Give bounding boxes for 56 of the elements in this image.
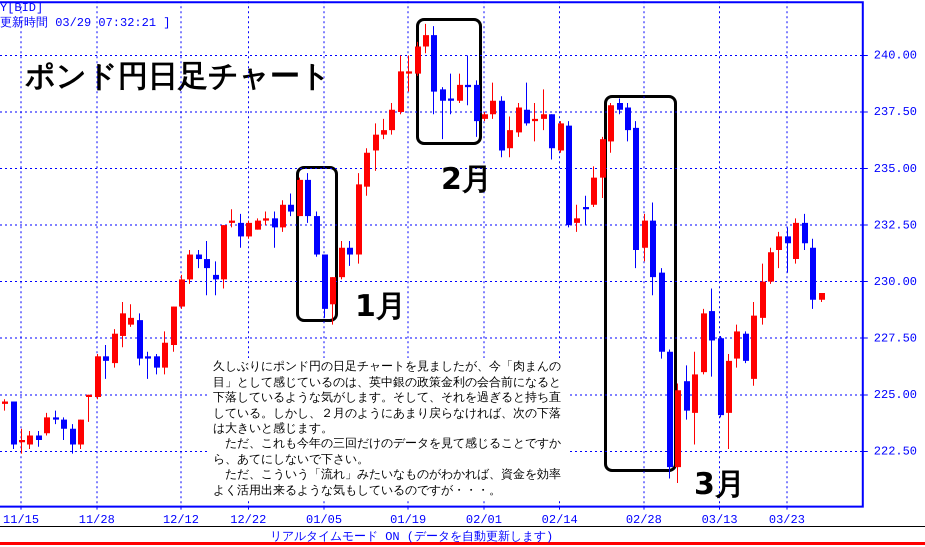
annotation: Y[BID] <box>0 1 44 15</box>
y-tick-label: 235.00 <box>874 162 918 176</box>
candlestick <box>507 116 513 158</box>
x-tick-label: 11/28 <box>78 512 115 527</box>
candlestick <box>280 200 286 232</box>
candlestick <box>776 231 782 269</box>
candlestick <box>36 430 42 448</box>
candlestick <box>389 102 395 136</box>
candlestick <box>196 250 202 269</box>
candlestick <box>44 412 50 436</box>
candlestick <box>120 302 126 348</box>
x-tick-label: 02/14 <box>542 512 578 527</box>
y-tick-label: 237.50 <box>874 105 918 120</box>
candlestick <box>457 73 463 104</box>
candlestick <box>347 240 353 266</box>
candlestick <box>482 112 488 122</box>
candlestick <box>154 354 160 375</box>
x-tick-label: 03/23 <box>768 512 805 527</box>
y-tick-label: 222.50 <box>874 444 918 458</box>
candlestick <box>490 82 496 120</box>
candlestick <box>103 344 109 380</box>
x-tick-label: 02/01 <box>466 512 502 527</box>
annotation: 3月 <box>694 466 745 504</box>
y-tick-label: 240.00 <box>874 48 918 63</box>
annotation: 1月 <box>355 288 406 326</box>
x-tick-label: 12/12 <box>162 512 199 527</box>
candlestick <box>246 220 252 240</box>
candlestick <box>61 416 67 441</box>
candlestick <box>19 428 25 454</box>
annotation: ただ、これも今年の三回だけのデータを見て感じることですから、あてにしないで下さい。 <box>210 435 568 468</box>
candlestick <box>381 118 387 140</box>
y-tick-label: 227.50 <box>874 331 918 346</box>
annotation: ただ、こういう「流れ」みたいなものがわかれば、資金を効率よく活用出来るような気もしているのですが・・・。 <box>210 466 568 499</box>
annotation: 久しぶりにポンド円の日足チャートを見ましたが、今「肉まんの目」として感じているのは、英中銀の政策金利の会合前になると下落しているような気がします。そして、それを過ぎると持ち直している。しかし、２月のようにあまり戻らなければ、次の下落は大きいと感じます。 <box>210 358 568 438</box>
x-tick-label: 03/13 <box>702 512 738 527</box>
candlestick <box>27 430 33 450</box>
x-tick-label: 11/15 <box>3 512 40 527</box>
y-tick-label: 230.00 <box>874 274 918 289</box>
candlestick <box>2 398 8 412</box>
candlestick <box>373 122 379 172</box>
candlestick <box>128 304 134 328</box>
x-tick-label: 01/05 <box>306 512 342 527</box>
candlestick <box>288 192 294 217</box>
text: リアルタイムモード ON (データを自動更新します) <box>270 529 554 545</box>
x-tick-label: 12/22 <box>230 512 266 527</box>
candlestick <box>541 88 547 131</box>
annotation: 2月 <box>441 161 492 199</box>
x-tick-label: 01/19 <box>390 512 426 527</box>
candlestick <box>229 208 235 228</box>
text: ポンド円日足チャート <box>25 58 331 96</box>
candlestick <box>423 23 429 54</box>
y-tick-label: 225.00 <box>874 388 918 402</box>
x-tick-label: 02/28 <box>626 512 662 527</box>
y-tick-label: 232.50 <box>874 218 918 232</box>
annotation: 更新時間 03/29 07:32:21 ] <box>0 15 170 31</box>
candlestick <box>574 204 580 232</box>
